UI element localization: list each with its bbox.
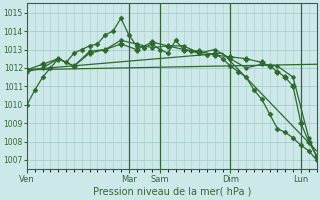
X-axis label: Pression niveau de la mer( hPa ): Pression niveau de la mer( hPa ) [92, 187, 251, 197]
